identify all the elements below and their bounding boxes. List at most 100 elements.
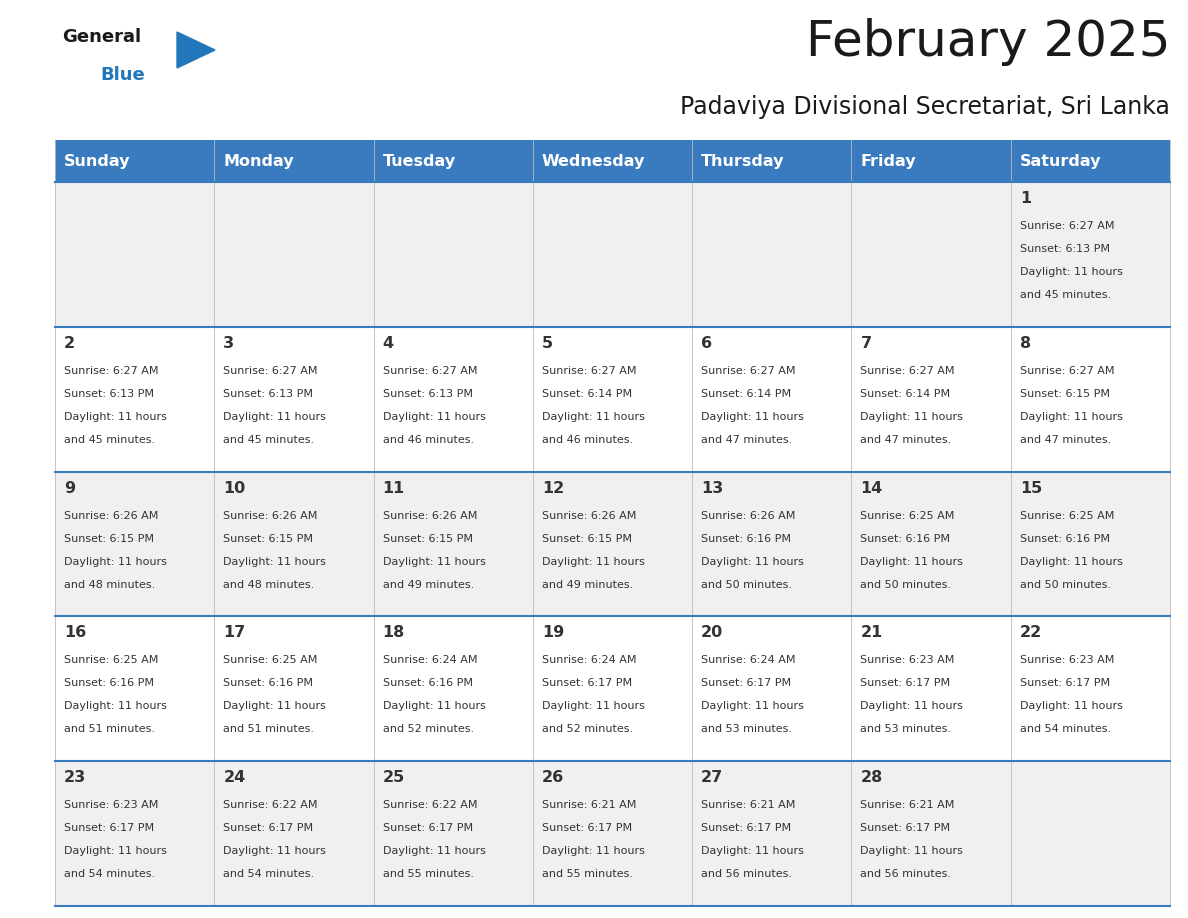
- Text: 28: 28: [860, 770, 883, 785]
- Text: Daylight: 11 hours: Daylight: 11 hours: [542, 556, 645, 566]
- Text: 7: 7: [860, 336, 872, 351]
- Text: Sunrise: 6:27 AM: Sunrise: 6:27 AM: [64, 365, 158, 375]
- Bar: [55, 761, 1170, 906]
- Bar: [55, 182, 1170, 327]
- Text: and 47 minutes.: and 47 minutes.: [701, 435, 792, 445]
- Text: and 45 minutes.: and 45 minutes.: [223, 435, 315, 445]
- Text: 20: 20: [701, 625, 723, 641]
- Text: Sunrise: 6:21 AM: Sunrise: 6:21 AM: [860, 800, 955, 811]
- Text: Sunrise: 6:22 AM: Sunrise: 6:22 AM: [223, 800, 317, 811]
- Text: Sunrise: 6:25 AM: Sunrise: 6:25 AM: [64, 655, 158, 666]
- Text: Sunset: 6:17 PM: Sunset: 6:17 PM: [383, 823, 473, 834]
- Text: 21: 21: [860, 625, 883, 641]
- Text: 18: 18: [383, 625, 405, 641]
- Text: 16: 16: [64, 625, 87, 641]
- Text: Daylight: 11 hours: Daylight: 11 hours: [64, 846, 166, 856]
- Text: Sunrise: 6:24 AM: Sunrise: 6:24 AM: [701, 655, 796, 666]
- Text: Sunrise: 6:21 AM: Sunrise: 6:21 AM: [701, 800, 796, 811]
- Text: Daylight: 11 hours: Daylight: 11 hours: [542, 846, 645, 856]
- Text: and 51 minutes.: and 51 minutes.: [223, 724, 315, 734]
- Text: and 49 minutes.: and 49 minutes.: [383, 579, 474, 589]
- Text: Tuesday: Tuesday: [383, 153, 456, 169]
- Text: and 47 minutes.: and 47 minutes.: [1019, 435, 1111, 445]
- Text: Sunset: 6:17 PM: Sunset: 6:17 PM: [64, 823, 154, 834]
- Text: Daylight: 11 hours: Daylight: 11 hours: [701, 701, 804, 711]
- Text: Sunrise: 6:26 AM: Sunrise: 6:26 AM: [383, 510, 476, 521]
- Text: 12: 12: [542, 481, 564, 496]
- Text: Sunset: 6:15 PM: Sunset: 6:15 PM: [64, 533, 154, 543]
- Text: Sunrise: 6:25 AM: Sunrise: 6:25 AM: [860, 510, 955, 521]
- Text: and 52 minutes.: and 52 minutes.: [542, 724, 633, 734]
- Text: Daylight: 11 hours: Daylight: 11 hours: [383, 412, 486, 421]
- Text: Sunset: 6:14 PM: Sunset: 6:14 PM: [701, 389, 791, 398]
- Text: Daylight: 11 hours: Daylight: 11 hours: [860, 846, 963, 856]
- Text: and 45 minutes.: and 45 minutes.: [64, 435, 156, 445]
- Text: Daylight: 11 hours: Daylight: 11 hours: [1019, 556, 1123, 566]
- Text: Sunset: 6:13 PM: Sunset: 6:13 PM: [1019, 244, 1110, 254]
- Text: 26: 26: [542, 770, 564, 785]
- Text: Daylight: 11 hours: Daylight: 11 hours: [1019, 701, 1123, 711]
- Text: Sunrise: 6:26 AM: Sunrise: 6:26 AM: [64, 510, 158, 521]
- Text: Monday: Monday: [223, 153, 293, 169]
- Text: and 49 minutes.: and 49 minutes.: [542, 579, 633, 589]
- Text: Sunset: 6:17 PM: Sunset: 6:17 PM: [701, 678, 791, 688]
- Text: 8: 8: [1019, 336, 1031, 351]
- Text: and 54 minutes.: and 54 minutes.: [1019, 724, 1111, 734]
- Text: Daylight: 11 hours: Daylight: 11 hours: [383, 846, 486, 856]
- Text: Sunset: 6:13 PM: Sunset: 6:13 PM: [64, 389, 154, 398]
- Text: 3: 3: [223, 336, 234, 351]
- Text: 17: 17: [223, 625, 246, 641]
- Text: Sunrise: 6:27 AM: Sunrise: 6:27 AM: [383, 365, 478, 375]
- Text: and 56 minutes.: and 56 minutes.: [860, 869, 952, 879]
- Text: and 53 minutes.: and 53 minutes.: [701, 724, 792, 734]
- Text: 13: 13: [701, 481, 723, 496]
- Text: Daylight: 11 hours: Daylight: 11 hours: [1019, 412, 1123, 421]
- Text: 2: 2: [64, 336, 75, 351]
- Text: and 47 minutes.: and 47 minutes.: [860, 435, 952, 445]
- Text: Daylight: 11 hours: Daylight: 11 hours: [542, 412, 645, 421]
- Text: Sunrise: 6:27 AM: Sunrise: 6:27 AM: [860, 365, 955, 375]
- Text: Sunrise: 6:27 AM: Sunrise: 6:27 AM: [542, 365, 637, 375]
- Text: February 2025: February 2025: [805, 18, 1170, 66]
- Text: Daylight: 11 hours: Daylight: 11 hours: [701, 556, 804, 566]
- Text: Sunset: 6:15 PM: Sunset: 6:15 PM: [1019, 389, 1110, 398]
- Text: Sunset: 6:17 PM: Sunset: 6:17 PM: [701, 823, 791, 834]
- Text: Sunrise: 6:25 AM: Sunrise: 6:25 AM: [1019, 510, 1114, 521]
- Text: 23: 23: [64, 770, 87, 785]
- Text: 24: 24: [223, 770, 246, 785]
- Text: and 52 minutes.: and 52 minutes.: [383, 724, 474, 734]
- Text: and 48 minutes.: and 48 minutes.: [64, 579, 156, 589]
- Text: Sunset: 6:17 PM: Sunset: 6:17 PM: [542, 678, 632, 688]
- Text: Daylight: 11 hours: Daylight: 11 hours: [860, 556, 963, 566]
- Text: Sunset: 6:17 PM: Sunset: 6:17 PM: [860, 678, 950, 688]
- Text: Daylight: 11 hours: Daylight: 11 hours: [701, 412, 804, 421]
- Text: 5: 5: [542, 336, 552, 351]
- Text: Sunrise: 6:25 AM: Sunrise: 6:25 AM: [223, 655, 317, 666]
- Text: Sunrise: 6:27 AM: Sunrise: 6:27 AM: [1019, 221, 1114, 231]
- Text: Daylight: 11 hours: Daylight: 11 hours: [64, 556, 166, 566]
- Text: and 55 minutes.: and 55 minutes.: [383, 869, 474, 879]
- Bar: [55, 472, 1170, 616]
- Text: 25: 25: [383, 770, 405, 785]
- Text: Daylight: 11 hours: Daylight: 11 hours: [383, 556, 486, 566]
- Text: Sunset: 6:17 PM: Sunset: 6:17 PM: [223, 823, 314, 834]
- Text: Daylight: 11 hours: Daylight: 11 hours: [383, 701, 486, 711]
- Bar: [55, 616, 1170, 761]
- Text: and 50 minutes.: and 50 minutes.: [860, 579, 952, 589]
- Text: and 45 minutes.: and 45 minutes.: [1019, 290, 1111, 300]
- Text: Sunrise: 6:26 AM: Sunrise: 6:26 AM: [223, 510, 317, 521]
- Text: 14: 14: [860, 481, 883, 496]
- Text: and 55 minutes.: and 55 minutes.: [542, 869, 633, 879]
- Text: Sunset: 6:14 PM: Sunset: 6:14 PM: [860, 389, 950, 398]
- Text: Daylight: 11 hours: Daylight: 11 hours: [860, 412, 963, 421]
- Text: and 50 minutes.: and 50 minutes.: [701, 579, 792, 589]
- Text: Sunrise: 6:27 AM: Sunrise: 6:27 AM: [1019, 365, 1114, 375]
- Text: Sunset: 6:16 PM: Sunset: 6:16 PM: [383, 678, 473, 688]
- Text: 27: 27: [701, 770, 723, 785]
- Text: 1: 1: [1019, 191, 1031, 206]
- Text: and 54 minutes.: and 54 minutes.: [223, 869, 315, 879]
- Text: Sunrise: 6:23 AM: Sunrise: 6:23 AM: [860, 655, 955, 666]
- Text: Sunrise: 6:27 AM: Sunrise: 6:27 AM: [701, 365, 796, 375]
- Text: and 56 minutes.: and 56 minutes.: [701, 869, 792, 879]
- Text: Sunset: 6:15 PM: Sunset: 6:15 PM: [223, 533, 314, 543]
